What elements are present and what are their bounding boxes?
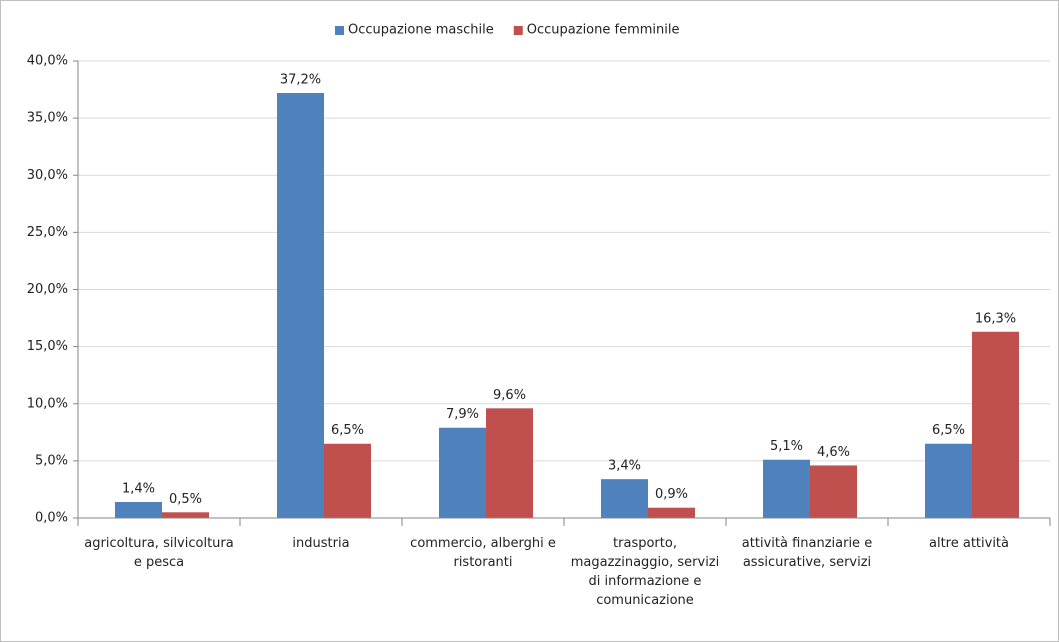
bar — [277, 92, 324, 519]
y-tick-label: 25,0% — [27, 225, 68, 240]
bar — [115, 502, 162, 518]
data-label: 6,5% — [932, 423, 965, 438]
bar — [601, 479, 648, 518]
data-label: 9,6% — [493, 388, 526, 403]
y-tick-label: 20,0% — [27, 282, 68, 297]
bar — [763, 459, 810, 518]
x-tick-label: industria — [292, 536, 350, 551]
x-tick-label: agricoltura, silvicoltura e pesca — [84, 536, 234, 570]
data-label: 7,9% — [446, 407, 479, 422]
legend-swatch — [335, 26, 344, 35]
y-tick-label: 40,0% — [27, 54, 68, 69]
data-label: 0,9% — [655, 487, 688, 502]
bar — [324, 443, 371, 518]
y-tick-label: 10,0% — [27, 396, 68, 411]
bar — [810, 465, 857, 518]
data-label: 0,5% — [169, 492, 202, 507]
legend-label: Occupazione maschile — [348, 23, 494, 38]
bar — [439, 427, 486, 518]
legend-label: Occupazione femminile — [527, 23, 680, 38]
data-label: 3,4% — [608, 459, 641, 474]
y-tick-label: 30,0% — [27, 168, 68, 183]
x-tick-label: attività finanziarie e assicurative, ser… — [741, 536, 873, 570]
data-label: 16,3% — [975, 311, 1016, 326]
x-tick-label: commercio, alberghi e ristoranti — [410, 536, 556, 570]
bar — [972, 331, 1019, 518]
y-tick-label: 0,0% — [35, 511, 68, 526]
y-tick-label: 5,0% — [35, 453, 68, 468]
y-tick-label: 35,0% — [27, 111, 68, 126]
data-label: 4,6% — [817, 445, 850, 460]
bar — [925, 443, 972, 518]
data-label: 5,1% — [770, 439, 803, 454]
data-label: 1,4% — [122, 482, 155, 497]
data-label: 6,5% — [331, 423, 364, 438]
bar — [162, 512, 209, 518]
data-label: 37,2% — [280, 72, 321, 87]
bar — [648, 507, 695, 518]
x-tick-label: trasporto, magazzinaggio, servizi di inf… — [570, 536, 720, 608]
y-tick-label: 15,0% — [27, 339, 68, 354]
legend-swatch — [513, 26, 523, 35]
x-tick-label: altre attività — [928, 536, 1009, 551]
bar — [486, 408, 533, 518]
